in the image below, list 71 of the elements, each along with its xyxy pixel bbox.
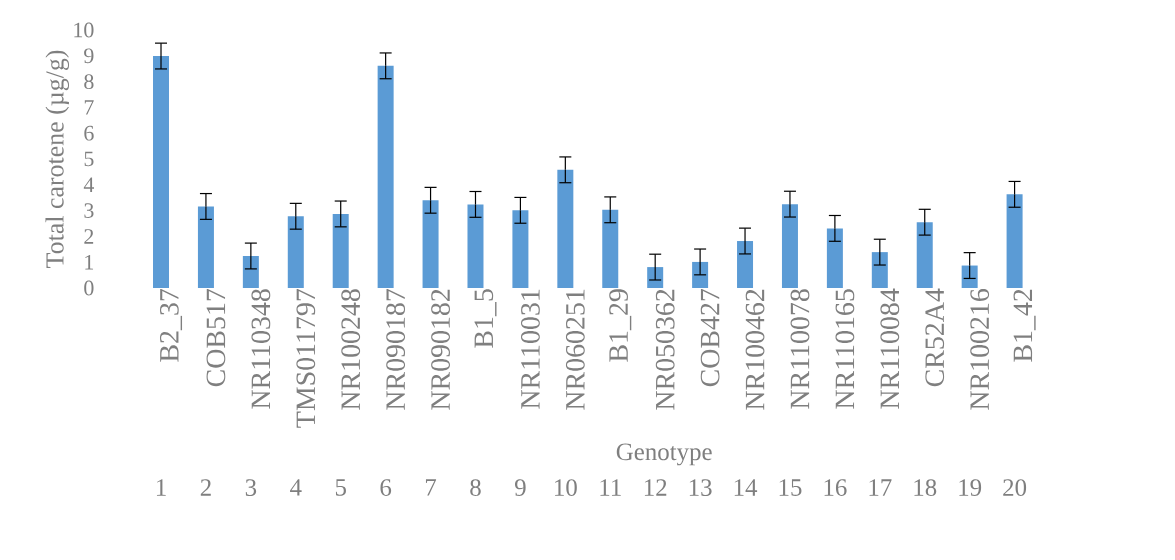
bar xyxy=(557,169,574,288)
bar xyxy=(512,210,529,288)
bar xyxy=(377,65,394,288)
x-tick-label: B1_42 xyxy=(1013,289,1036,362)
x-tick-label: NR110165 xyxy=(835,289,855,409)
x-tick-label: NR050362 xyxy=(655,289,675,410)
y-tick-label: 3 xyxy=(84,203,94,218)
y-tick-label: 0 xyxy=(84,280,94,296)
text: 3 xyxy=(245,479,257,496)
y-axis-title: Total carotene (µg/g) xyxy=(45,50,70,268)
text: 7 xyxy=(425,479,437,496)
text: 14 xyxy=(734,479,758,496)
x-tick-label: NR060251 xyxy=(565,289,585,410)
text: 15 xyxy=(779,479,802,496)
text: 20 xyxy=(1003,479,1027,496)
x-axis-title: Genotype xyxy=(616,443,712,466)
text: 1 xyxy=(156,479,166,496)
text: 5 xyxy=(335,479,346,496)
bar xyxy=(916,222,933,288)
bar xyxy=(692,261,709,288)
bar xyxy=(332,213,349,288)
text: 6 xyxy=(380,479,392,496)
x-tick-label: B2_37 xyxy=(159,288,183,362)
y-tick-label: 8 xyxy=(84,74,94,89)
x-tick-label: TMS011797 xyxy=(296,289,316,428)
x-tick-label: NR090182 xyxy=(431,289,450,410)
text: 16 xyxy=(824,479,847,496)
bar xyxy=(781,204,798,288)
x-tick-label: B1_5 xyxy=(474,289,497,348)
x-tick-label: NR110078 xyxy=(790,289,810,409)
y-tick-label: 9 xyxy=(84,48,94,64)
text: 17 xyxy=(869,479,892,496)
bar xyxy=(287,216,304,288)
y-tick-label: 1 xyxy=(85,254,94,270)
y-tick-label: 5 xyxy=(84,151,94,167)
text: 12 xyxy=(644,479,667,496)
text: 18 xyxy=(914,479,937,496)
bar xyxy=(1006,194,1023,288)
text: 9 xyxy=(514,479,526,496)
x-tick-label: B1_29 xyxy=(609,289,632,362)
bar xyxy=(467,204,484,288)
x-tick-label: CR52A4 xyxy=(925,288,945,387)
x-tick-label: NR100248 xyxy=(341,289,361,410)
bar xyxy=(826,228,843,288)
x-tick-label: NR110031 xyxy=(521,289,540,409)
x-tick-label: NR100462 xyxy=(745,289,765,410)
bar xyxy=(422,200,439,288)
x-tick-label: NR100216 xyxy=(970,289,990,410)
bar xyxy=(197,206,214,288)
text: 13 xyxy=(689,479,712,496)
text: 4 xyxy=(290,479,302,496)
bar xyxy=(153,56,170,288)
x-tick-label: COB517 xyxy=(206,289,226,387)
x-tick-label: NR110348 xyxy=(251,289,271,409)
text: 10 xyxy=(555,479,577,496)
bar xyxy=(871,252,888,288)
y-tick-label: 7 xyxy=(84,100,94,115)
text: 11 xyxy=(600,479,621,496)
x-tick-label: NR110084 xyxy=(880,288,900,409)
bar xyxy=(242,255,259,288)
y-tick-label: 4 xyxy=(83,177,95,192)
text: 19 xyxy=(959,479,982,496)
y-tick-label: 2 xyxy=(84,229,94,244)
text: 8 xyxy=(470,479,481,496)
x-tick-label: NR090187 xyxy=(386,289,406,410)
text: 2 xyxy=(200,479,211,496)
y-tick-label: 6 xyxy=(84,125,94,141)
y-tick-label: 10 xyxy=(74,22,94,38)
bar xyxy=(602,209,619,288)
x-tick-label: COB427 xyxy=(700,289,720,387)
bar xyxy=(737,241,754,288)
